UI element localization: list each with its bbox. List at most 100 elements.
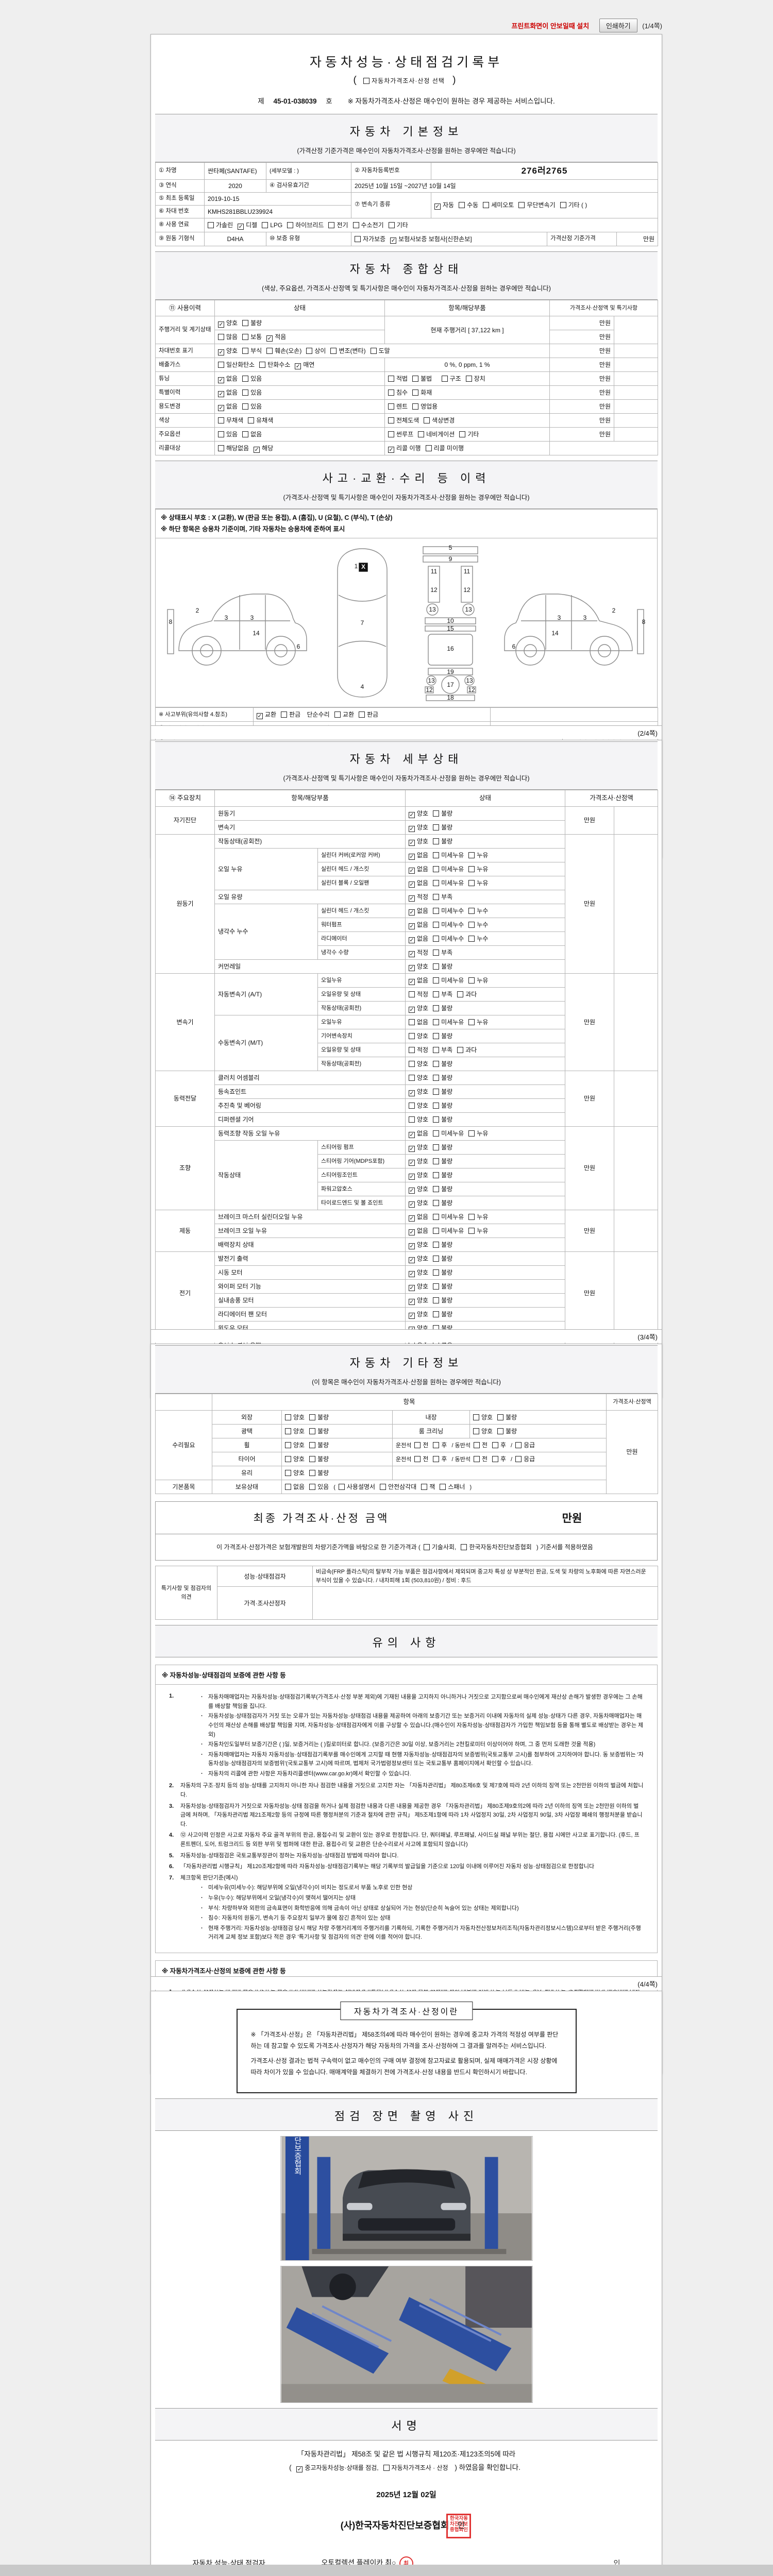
panel-num: 8 xyxy=(169,618,173,625)
table-cell: 만원 xyxy=(565,1251,615,1335)
report-page-3: 자동차 기타정보 (이 항목은 매수인이 자동차가격조사·산정을 원하는 경우에… xyxy=(150,1344,662,2074)
checkbox-unchecked: 누유 xyxy=(468,1018,488,1027)
checkbox-unchecked: 응급 xyxy=(515,1440,535,1450)
checkbox-unchecked: 양호 xyxy=(473,1413,493,1422)
table-cell: 작동상태(공회전) xyxy=(317,1001,406,1015)
basic-info-table: ① 차명 싼타페(SANTAFE) (세부모델 : ) ② 자동차등록번호 276러27… xyxy=(155,162,659,246)
checkbox-unchecked: 잭 xyxy=(421,1482,435,1492)
page-marker-3: (3/4쪽) xyxy=(150,1329,662,1343)
check-cell: ✓ 없음 미세누유 누유 xyxy=(405,1223,566,1238)
check-cell: ✓없음 있음 xyxy=(214,371,385,386)
table-cell: 만원 xyxy=(549,371,614,386)
passenger-car-note: ※ 하단 항목은 승용차 기준이며, 기타 자동차는 승용차에 준하여 표시 xyxy=(161,525,345,533)
panel-num: 12 xyxy=(430,586,438,594)
section-title: 자동차 기본정보 xyxy=(349,125,463,138)
print-button[interactable]: 인쇄하기 xyxy=(599,19,637,32)
notice-number: 1. xyxy=(169,1693,174,1700)
checkbox-unchecked: 후 xyxy=(492,1454,506,1464)
checkbox-unchecked: 양호 xyxy=(409,1031,428,1041)
panel-num: 3 xyxy=(583,614,587,621)
doc-no-suffix: 호 xyxy=(326,97,332,105)
report-page-4: 자동차가격조사·산정이란 ※ 「가격조사·산정」은 「자동차관리법」 제58조의… xyxy=(150,1991,662,2576)
checkbox-checked: ✓양호 xyxy=(409,1282,429,1291)
table-cell: ① 차명 xyxy=(155,162,205,180)
checkbox-unchecked: 있음 xyxy=(242,388,262,397)
notice-bullet: · 자동차인도일부터 보증기간은 ( )일, 보증거리는 ( )킬로미터로 합니다… xyxy=(201,1741,596,1748)
notice-number: 4. xyxy=(169,1832,174,1839)
check-cell: ✓양호 불량 xyxy=(405,1181,566,1196)
inspector-opinion-table: 특기사항 및 점검자의 의견 성능·상태점검자 비금속(FRP 플라스틱)의 탈부착… xyxy=(155,1566,658,1620)
checkbox-unchecked: 불량 xyxy=(433,1282,452,1291)
checkbox-unchecked: 양호 xyxy=(285,1427,305,1436)
table-cell: ⑭ 주요장치 xyxy=(155,790,215,807)
section-sign-header: 서명 xyxy=(155,2408,658,2441)
table-cell: 변속기 xyxy=(214,820,406,835)
check-cell: 양호 불량 xyxy=(281,1423,393,1438)
checkbox-checked: ✓ 적정 xyxy=(409,893,429,902)
checkbox-checked: ✓없음 xyxy=(409,865,429,874)
checkbox-checked: ✓없음 xyxy=(218,375,238,384)
check-cell: ✓ 적정 부족 xyxy=(405,889,566,904)
section-note: (가격조사·산정액 및 특기사항은 매수인이 자동차가격조사·산정을 원하는 경… xyxy=(283,494,530,502)
table-cell: 실린더 블록 / 오일팬 xyxy=(317,875,406,890)
checkbox-unchecked: 불량 xyxy=(433,1087,452,1096)
checkbox-unchecked: 네비게이션 xyxy=(418,430,455,439)
checkbox-checked: ✓양호 xyxy=(409,1088,429,1096)
checkbox-unchecked: 판금 xyxy=(359,710,378,719)
check-cell: 무채색 유채색 xyxy=(214,413,385,428)
table-cell: 가격조사·산정액 xyxy=(606,1394,659,1411)
table-cell: 주행거리 및 계기상태 xyxy=(155,316,215,345)
table-cell: 오일유량 및 상태 xyxy=(317,1042,406,1057)
checkbox-unchecked: 없음 xyxy=(409,1018,428,1027)
checkbox-unchecked: 불량 xyxy=(309,1454,329,1464)
table-cell: 리콜대상 xyxy=(155,441,215,456)
checkbox-unchecked: 사용설명서 xyxy=(338,1482,375,1492)
table-cell: 전기 xyxy=(155,1251,215,1335)
panel-num: 5 xyxy=(449,544,452,551)
table-cell: 브레이크 마스터 실린더오일 누유 xyxy=(214,1209,406,1224)
table-cell: 휠 xyxy=(212,1437,282,1452)
table-cell xyxy=(549,441,658,456)
table-cell: 워터펌프 xyxy=(317,917,406,932)
check-group-text: / xyxy=(511,1456,513,1463)
table-cell: 가격조사·산정액 및 특기사항 xyxy=(549,299,658,317)
inspection-photo-front: 진단보증협회 xyxy=(280,2136,533,2261)
table-cell xyxy=(614,399,658,414)
install-print-helper-link[interactable]: 프린트화면이 안보일때 설치 xyxy=(511,22,590,30)
table-cell: 실린더 커버(로커암 커버) xyxy=(317,848,406,862)
check-cell: 운전석 전 후 / 동반석 전 후 / 응급 xyxy=(392,1437,607,1452)
section-note: (가격산정 기준가격은 매수인이 자동차가격조사·산정을 원하는 경우에만 적습… xyxy=(297,147,516,155)
checkbox-unchecked: 불량 xyxy=(433,1268,452,1277)
checkbox-unchecked: 불량 xyxy=(433,1240,452,1249)
check-group-text: ( xyxy=(333,1484,335,1490)
notice-number: 7. xyxy=(169,1874,174,1881)
check-cell: 있음 없음 xyxy=(214,427,385,442)
checkbox-unchecked: 있음 xyxy=(242,402,262,411)
panel-num: 12 xyxy=(468,686,475,693)
bottom-strip xyxy=(0,2565,773,2576)
check-cell: 양호 불량 xyxy=(405,1028,566,1043)
checkbox-unchecked: 적정 xyxy=(409,990,428,999)
checkbox-unchecked: 불량 xyxy=(433,809,452,818)
table-cell: 만원 xyxy=(565,1209,615,1252)
checkbox-unchecked: 누수 xyxy=(468,906,488,916)
notice-text: 자동차성능·상태점검자가 거짓으로 자동차성능·상태 점검을 하거나 실제 점검… xyxy=(180,1803,643,1827)
table-cell: 만원 xyxy=(606,1410,659,1494)
section-notices-header: 유의 사항 xyxy=(155,1625,658,1658)
checkbox-unchecked: 스패너 xyxy=(440,1482,465,1492)
checkbox-checked: ✓양호 xyxy=(409,1171,429,1180)
check-cell: 자가보증 ✓ 보험사보증 보험사[신한손보] xyxy=(351,231,547,246)
checkbox-checked: ✓양호 xyxy=(409,1157,429,1166)
table-cell: 만원 xyxy=(549,316,614,331)
checkbox-unchecked: 리콜 미이행 xyxy=(425,444,464,453)
notice-item: 5. 자동차성능·상태점검은 국토교통부장관이 정하는 자동차성능·상태점검 방법… xyxy=(169,1852,644,1861)
checkbox-checked: ✓없음 xyxy=(409,907,429,916)
checkbox-unchecked: 자동차가격조사·산정 선택 xyxy=(363,76,445,85)
check-group-text xyxy=(436,375,438,382)
checkbox-unchecked: 누유 xyxy=(468,976,488,985)
checkbox-checked: ✓양호 xyxy=(409,1199,429,1208)
table-cell: 시동 모터 xyxy=(214,1265,406,1280)
checkbox-unchecked: 기타 xyxy=(388,221,408,230)
panel-num: 14 xyxy=(253,630,260,637)
checkbox-unchecked: 무단변속기 xyxy=(518,200,556,210)
